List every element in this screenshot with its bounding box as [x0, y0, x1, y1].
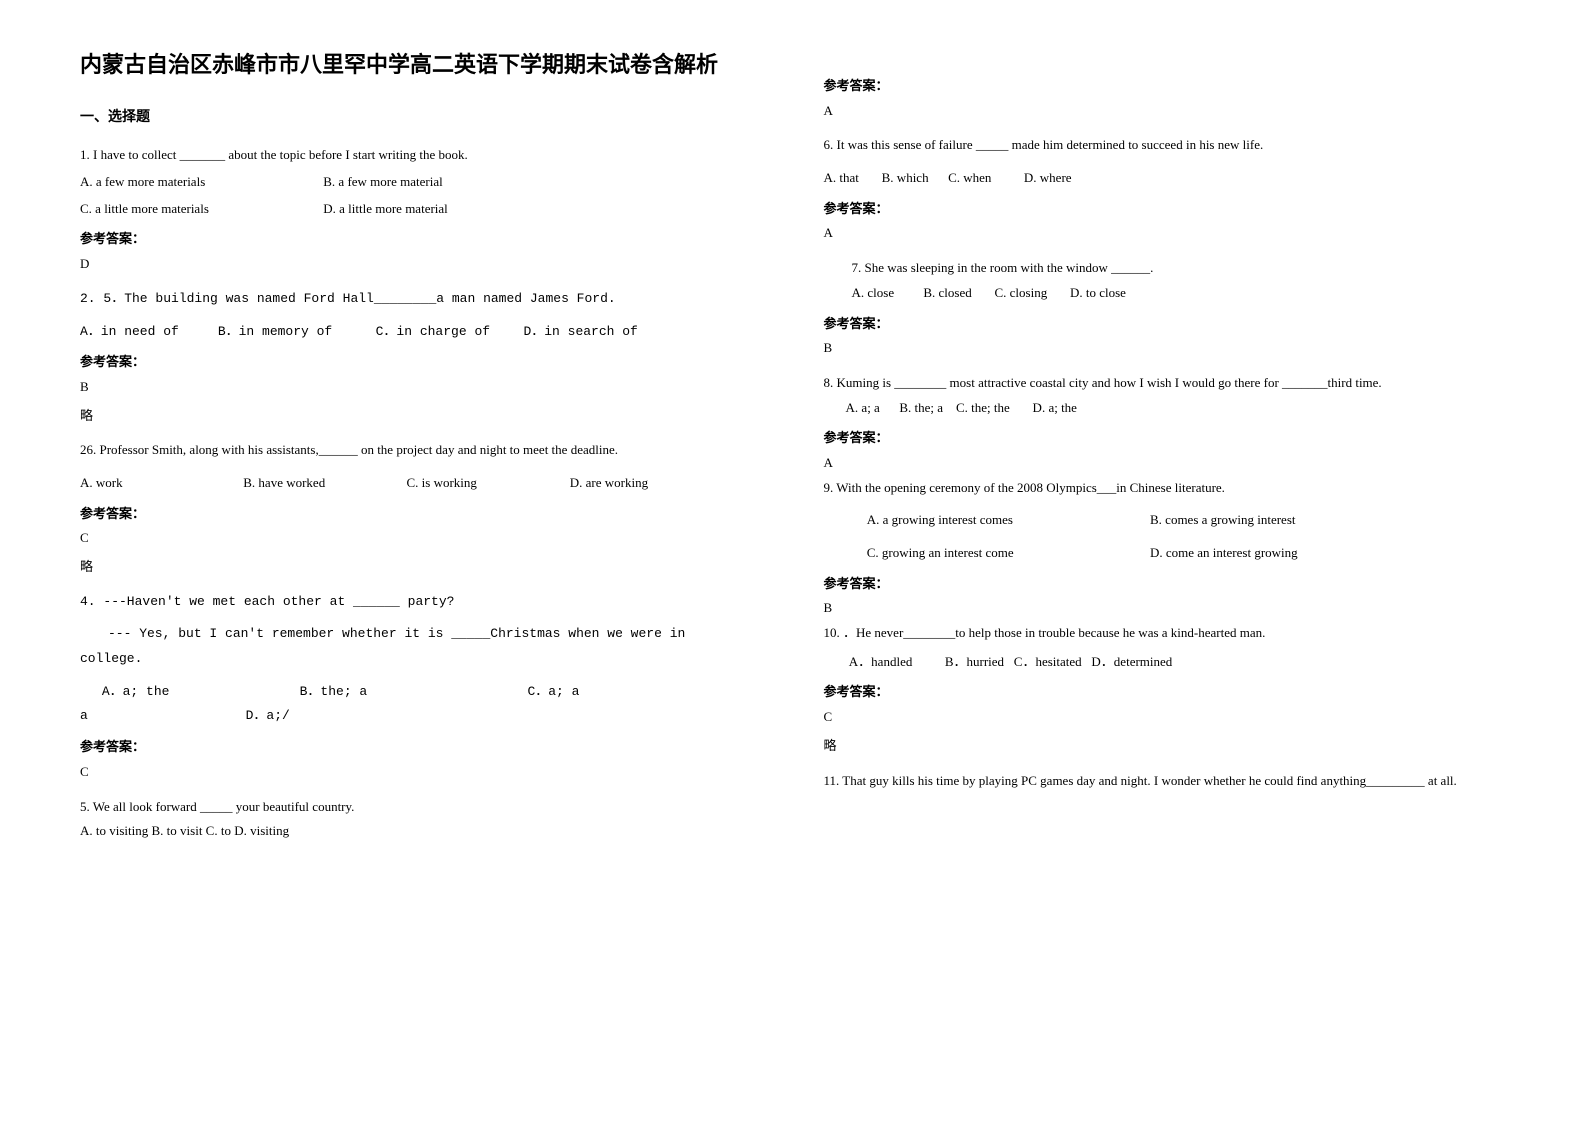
q1-options-row2: C. a little more materials D. a little m…: [80, 197, 744, 222]
q5-stem: 5. We all look forward _____ your beauti…: [80, 795, 744, 820]
q4-optC: C．a; a: [527, 684, 579, 699]
q9-optB: B. comes a growing interest: [1150, 512, 1296, 527]
q10-answer: C: [824, 705, 1508, 730]
q4-optA: A．a; the: [102, 680, 292, 705]
q2-optC: C．in charge of: [376, 320, 516, 345]
q2-stem: 2. 5．The building was named Ford Hall___…: [80, 287, 744, 312]
q6-opts: A. that B. which C. when D. where: [824, 166, 1508, 191]
q2-optB: B．in memory of: [218, 320, 368, 345]
question-2: 2. 5．The building was named Ford Hall___…: [80, 287, 744, 344]
q1-optA: A. a few more materials: [80, 170, 280, 195]
question-8: 8. Kuming is ________ most attractive co…: [824, 371, 1508, 420]
q3-optC: C. is working: [407, 471, 567, 496]
question-10: 10. ．He never________to help those in tr…: [824, 621, 1508, 674]
q3-stem: 26. Professor Smith, along with his assi…: [80, 438, 744, 463]
q3-optA: A. work: [80, 471, 240, 496]
q10-opts: A．handled B．hurried C．hesitated D．determ…: [824, 650, 1508, 675]
q7-answer: B: [824, 336, 1508, 361]
q11-stem: 11. That guy kills his time by playing P…: [824, 769, 1508, 794]
question-6: 6. It was this sense of failure _____ ma…: [824, 133, 1508, 190]
q9-optA: A. a growing interest comes: [867, 508, 1147, 533]
q1-stem: 1. I have to collect _______ about the t…: [80, 143, 744, 168]
q6-answer: A: [824, 221, 1508, 246]
q9-stem: 9. With the opening ceremony of the 2008…: [824, 476, 1508, 501]
q3-answer: C: [80, 526, 744, 551]
q5-answer: A: [824, 99, 1508, 124]
q6-stem: 6. It was this sense of failure _____ ma…: [824, 133, 1508, 158]
q9-answer: B: [824, 596, 1508, 621]
q4-stem1: 4. ---Haven't we met each other at _____…: [80, 590, 744, 615]
q9-optC: C. growing an interest come: [867, 541, 1147, 566]
q10-note: 略: [824, 734, 1508, 759]
q3-optD: D. are working: [570, 475, 648, 490]
q1-answer-label: 参考答案：: [80, 227, 744, 252]
q7-opts: A. close B. closed C. closing D. to clos…: [824, 281, 1508, 306]
q10-stem: 10. ．He never________to help those in tr…: [824, 621, 1508, 646]
q4-options-row1: A．a; the B．the; a C．a; a: [80, 680, 744, 705]
doc-title: 内蒙古自治区赤峰市市八里罕中学高二英语下学期期末试卷含解析: [80, 50, 744, 81]
q3-options: A. work B. have worked C. is working D. …: [80, 471, 744, 496]
q2-note: 略: [80, 404, 744, 429]
q5-answer-label: 参考答案：: [824, 74, 1508, 99]
q2-answer-label: 参考答案：: [80, 350, 744, 375]
q3-optB: B. have worked: [243, 471, 403, 496]
q8-answer: A: [824, 451, 1508, 476]
q10-answer-label: 参考答案：: [824, 680, 1508, 705]
q2-answer: B: [80, 375, 744, 400]
q9-optD: D. come an interest growing: [1150, 545, 1298, 560]
q7-answer-label: 参考答案：: [824, 312, 1508, 337]
q9-options-row2: C. growing an interest come D. come an i…: [824, 541, 1508, 566]
left-column: 内蒙古自治区赤峰市市八里罕中学高二英语下学期期末试卷含解析 一、选择题 1. I…: [0, 0, 794, 1122]
q4-optD: D．a;/: [246, 708, 290, 723]
q3-answer-label: 参考答案：: [80, 502, 744, 527]
q4-answer-label: 参考答案：: [80, 735, 744, 760]
q4-optB: B．the; a: [300, 680, 520, 705]
q8-stem: 8. Kuming is ________ most attractive co…: [824, 371, 1508, 396]
q2-optD: D．in search of: [523, 324, 637, 339]
q6-answer-label: 参考答案：: [824, 197, 1508, 222]
q1-optB: B. a few more material: [323, 174, 442, 189]
q2-optA: A．in need of: [80, 320, 210, 345]
q7-stem: 7. She was sleeping in the room with the…: [824, 256, 1508, 281]
q1-optC: C. a little more materials: [80, 197, 280, 222]
q1-options-row1: A. a few more materials B. a few more ma…: [80, 170, 744, 195]
question-11: 11. That guy kills his time by playing P…: [824, 769, 1508, 794]
q8-answer-label: 参考答案：: [824, 426, 1508, 451]
q5-opts: A. to visiting B. to visit C. to D. visi…: [80, 819, 744, 844]
question-7: 7. She was sleeping in the room with the…: [824, 256, 1508, 305]
q4-stem2: --- Yes, but I can't remember whether it…: [80, 622, 744, 671]
question-1: 1. I have to collect _______ about the t…: [80, 143, 744, 221]
question-5: 5. We all look forward _____ your beauti…: [80, 795, 744, 844]
q4-answer: C: [80, 760, 744, 785]
q8-opts: A. a; a B. the; a C. the; the D. a; the: [824, 396, 1508, 421]
q9-options-row1: A. a growing interest comes B. comes a g…: [824, 508, 1508, 533]
question-4: 4. ---Haven't we met each other at _____…: [80, 590, 744, 729]
question-9: 9. With the opening ceremony of the 2008…: [824, 476, 1508, 566]
q1-optD: D. a little more material: [323, 201, 448, 216]
q3-note: 略: [80, 555, 744, 580]
right-column: 参考答案： A 6. It was this sense of failure …: [794, 0, 1587, 1122]
q9-answer-label: 参考答案：: [824, 572, 1508, 597]
q4-options-row2: a D．a;/: [80, 704, 744, 729]
q2-options: A．in need of B．in memory of C．in charge …: [80, 320, 744, 345]
q1-answer: D: [80, 252, 744, 277]
section-heading: 一、选择题: [80, 105, 744, 132]
question-3: 26. Professor Smith, along with his assi…: [80, 438, 744, 495]
